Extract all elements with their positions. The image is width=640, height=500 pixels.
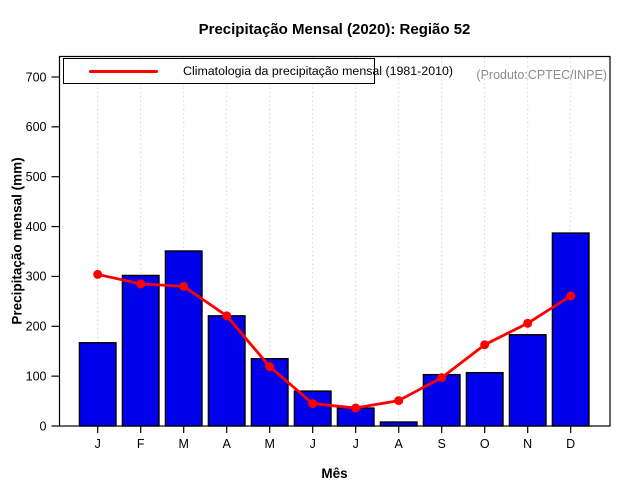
y-tick-label: 600: [26, 120, 47, 134]
chart-title: Precipitação Mensal (2020): Região 52: [198, 21, 471, 38]
legend-line-sample: [89, 69, 158, 73]
bar-m1: [78, 342, 117, 427]
bar-m12: [551, 232, 590, 427]
climatology-point-m11: [523, 318, 533, 328]
y-tick-label: 300: [26, 270, 47, 284]
x-tick-label: D: [566, 437, 575, 451]
climatology-point-m3: [179, 281, 189, 291]
y-tick-label: 500: [26, 170, 47, 184]
x-tick-label: M: [178, 437, 188, 451]
x-tick-label: J: [95, 437, 101, 451]
legend-label: Climatologia da precipitação mensal (198…: [183, 64, 453, 78]
x-tick-label: J: [310, 437, 316, 451]
climatology-line: [96, 273, 573, 410]
x-tick-label: F: [137, 437, 145, 451]
y-tick-label: 200: [26, 320, 47, 334]
climatology-point-m2: [136, 279, 146, 289]
y-tick-label: 0: [40, 419, 47, 433]
y-tick-label: 400: [26, 220, 47, 234]
x-tick-label: M: [264, 437, 274, 451]
climatology-point-m5: [265, 362, 275, 372]
climatology-point-m8: [394, 396, 404, 406]
bar-m10: [465, 371, 504, 427]
bar-m6: [293, 390, 332, 427]
climatology-point-m10: [480, 340, 490, 350]
climatology-point-m9: [437, 373, 447, 383]
legend: Climatologia da precipitação mensal (198…: [63, 58, 453, 84]
x-tick-label: J: [353, 437, 359, 451]
climatology-point-m4: [222, 311, 232, 321]
bar-m2: [121, 274, 160, 427]
bar-m9: [422, 373, 461, 427]
bar-m11: [508, 334, 547, 427]
x-tick-label: N: [523, 437, 532, 451]
climatology-point-m7: [351, 403, 361, 413]
bar-m3: [164, 250, 203, 427]
x-axis-label: Mês: [321, 466, 348, 481]
y-tick-label: 700: [26, 70, 47, 84]
climatology-point-m6: [308, 399, 318, 409]
y-tick-label: 100: [26, 369, 47, 383]
x-tick-label: A: [223, 437, 232, 451]
climatology-point-m1: [93, 269, 103, 279]
x-tick-label: O: [480, 437, 490, 451]
climatology-point-m12: [566, 291, 576, 301]
plot-border: [58, 55, 611, 427]
producer-annotation: (Produto:CPTEC/INPE): [476, 68, 607, 82]
x-tick-label: A: [395, 437, 404, 451]
x-tick-label: S: [438, 437, 446, 451]
y-axis-label: Precipitação mensal (mm): [9, 157, 25, 325]
